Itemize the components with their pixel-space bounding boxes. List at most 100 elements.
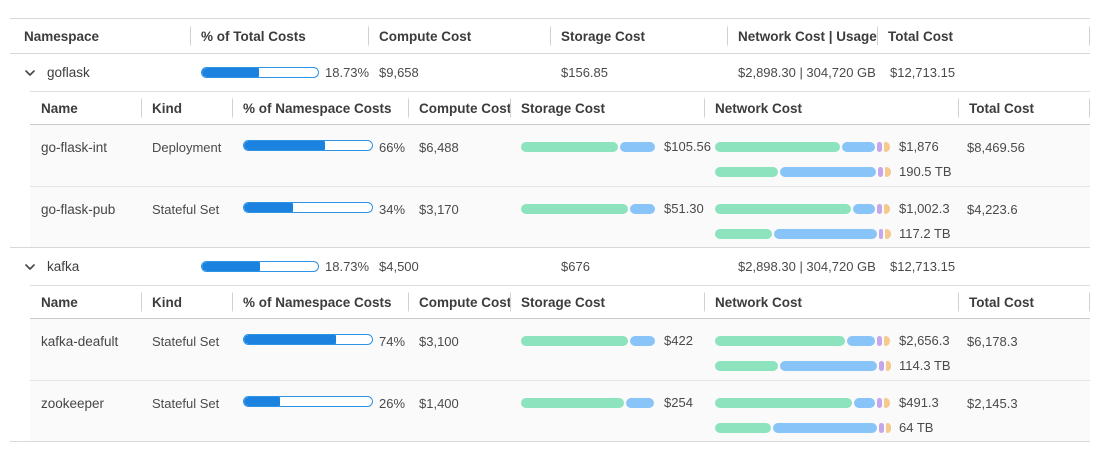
pct-total-value: 18.73%: [325, 65, 370, 80]
workload-compute-value: $3,170: [419, 202, 459, 217]
namespace-name: goflask: [47, 65, 90, 80]
workload-table-goflask: Name Kind % of Namespace Costs Compute C…: [30, 91, 1090, 247]
header-storage-cost: Storage Cost: [550, 19, 727, 53]
workload-network-cell: $1,002.3 117.2 TB: [704, 187, 958, 247]
total-cost-value: $12,713.15: [890, 259, 956, 274]
workload-total-value: $2,145.3: [967, 396, 1018, 411]
workload-storage-cell: $105.56: [510, 125, 711, 186]
pct-ns-cell: 34%: [232, 187, 408, 247]
network-usage-bar: [715, 360, 891, 371]
header-network-cost-label: Network Cost | Usage: [738, 28, 877, 44]
namespace-row-kafka[interactable]: kafka 18.73% $4,500 $676 $2,898.30 | 304…: [10, 248, 1090, 285]
workload-name: zookeeper: [41, 396, 105, 411]
subheader-compute-label: Compute Cost: [419, 100, 512, 116]
header-total-cost-label: Total Cost: [888, 28, 953, 44]
workload-storage-cell: $422: [510, 319, 704, 380]
storage-bar: [521, 203, 656, 214]
subheader-name-label: Name: [41, 100, 78, 116]
workload-compute-value: $6,488: [419, 140, 459, 155]
network-usage-value: 64 TB: [899, 420, 934, 435]
workload-row-kafka-deafult[interactable]: kafka-deafult Stateful Set 74% $3,100 $4…: [30, 319, 1090, 380]
subheader-storage-label: Storage Cost: [521, 100, 606, 116]
namespace-section-goflask: goflask 18.73% $9,658 $156.85 $2,898.30 …: [10, 54, 1090, 248]
header-pct-total-label: % of Total Costs: [201, 28, 306, 44]
network-usage-bar: [715, 422, 891, 433]
storage-cost-value: $156.85: [561, 65, 608, 80]
workload-kind: Stateful Set: [152, 396, 220, 411]
pct-total-value: 18.73%: [325, 259, 370, 274]
workload-table-kafka: Name Kind % of Namespace Costs Compute C…: [30, 285, 1090, 441]
subheader-pct-ns: % of Namespace Costs: [232, 286, 408, 318]
workload-row-zookeeper[interactable]: zookeeper Stateful Set 26% $1,400 $254: [30, 380, 1090, 441]
subheader-kind-label: Kind: [152, 100, 182, 116]
workload-compute-value: $3,100: [419, 334, 459, 349]
workload-kind: Stateful Set: [152, 334, 220, 349]
network-cost-value: $1,002.3: [899, 201, 950, 216]
network-cost-usage-value: $2,898.30 | 304,720 GB: [738, 65, 876, 80]
pct-ns-bar: [243, 334, 373, 345]
workload-kind: Deployment: [152, 140, 222, 155]
pct-ns-value: 66%: [379, 140, 406, 155]
pct-ns-value: 34%: [379, 202, 406, 217]
header-namespace: Namespace: [10, 19, 190, 53]
storage-bar-value: $422: [664, 333, 693, 348]
workload-row-go-flask-int[interactable]: go-flask-int Deployment 66% $6,488 $105.…: [30, 125, 1090, 186]
network-cost-value: $491.3: [899, 395, 939, 410]
subheader-pct-ns-label: % of Namespace Costs: [243, 100, 392, 116]
total-cost-value: $12,713.15: [890, 65, 956, 80]
header-storage-cost-label: Storage Cost: [561, 28, 646, 44]
workload-network-cell: $2,656.3 114.3 TB: [704, 319, 958, 380]
namespace-name-cell[interactable]: kafka: [10, 248, 190, 285]
subheader-network: Network Cost: [704, 92, 958, 124]
subheader-name: Name: [30, 286, 141, 318]
storage-bar-value: $254: [664, 395, 693, 410]
workload-storage-cell: $51.30: [510, 187, 704, 247]
subheader-kind: Kind: [141, 286, 232, 318]
subheader-total: Total Cost: [958, 92, 1090, 124]
network-usage-value: 114.3 TB: [899, 358, 951, 373]
storage-bar: [521, 141, 656, 152]
subheader-compute: Compute Cost: [408, 286, 512, 318]
namespace-row-goflask[interactable]: goflask 18.73% $9,658 $156.85 $2,898.30 …: [10, 54, 1090, 91]
workload-name: kafka-deafult: [41, 334, 119, 349]
network-cost-bar: [715, 335, 891, 346]
cost-table: Namespace % of Total Costs Compute Cost …: [10, 18, 1090, 442]
pct-ns-bar: [243, 396, 373, 407]
compute-cost-value: $9,658: [379, 65, 419, 80]
workload-network-cell: $491.3 64 TB: [704, 381, 958, 441]
workload-total-value: $8,469.56: [967, 140, 1025, 155]
storage-bar-value: $51.30: [664, 201, 704, 216]
pct-ns-value: 74%: [379, 334, 406, 349]
subheader-kind-label: Kind: [152, 294, 182, 310]
workload-kind: Stateful Set: [152, 202, 220, 217]
namespace-name-cell[interactable]: goflask: [10, 54, 190, 91]
subheader-network-label: Network Cost: [715, 100, 803, 116]
workload-name: go-flask-pub: [41, 202, 116, 217]
network-cost-usage-value: $2,898.30 | 304,720 GB: [738, 259, 876, 274]
subheader-network: Network Cost: [704, 286, 958, 318]
network-usage-bar: [715, 166, 891, 177]
pct-ns-cell: 66%: [232, 125, 408, 186]
pct-ns-cell: 26%: [232, 381, 408, 441]
subheader-compute-label: Compute Cost: [419, 294, 512, 310]
workload-total-value: $6,178.3: [967, 334, 1018, 349]
pct-total-cell: 18.73%: [190, 54, 370, 91]
header-namespace-label: Namespace: [24, 28, 100, 44]
main-table-header: Namespace % of Total Costs Compute Cost …: [10, 19, 1090, 54]
storage-cost-value: $676: [561, 259, 590, 274]
storage-bar: [521, 335, 656, 346]
chevron-down-icon[interactable]: [23, 66, 37, 80]
pct-ns-cell: 74%: [232, 319, 408, 380]
network-usage-bar: [715, 228, 891, 239]
workload-compute-value: $1,400: [419, 396, 459, 411]
workload-row-go-flask-pub[interactable]: go-flask-pub Stateful Set 34% $3,170 $51…: [30, 186, 1090, 247]
storage-bar: [521, 397, 656, 408]
pct-total-bar: [201, 261, 319, 272]
workload-storage-cell: $254: [510, 381, 704, 441]
chevron-down-icon[interactable]: [23, 260, 37, 274]
subheader-storage-label: Storage Cost: [521, 294, 606, 310]
network-cost-bar: [715, 141, 891, 152]
subheader-pct-ns-label: % of Namespace Costs: [243, 294, 392, 310]
subheader-name: Name: [30, 92, 141, 124]
header-network-cost: Network Cost | Usage: [727, 19, 877, 53]
